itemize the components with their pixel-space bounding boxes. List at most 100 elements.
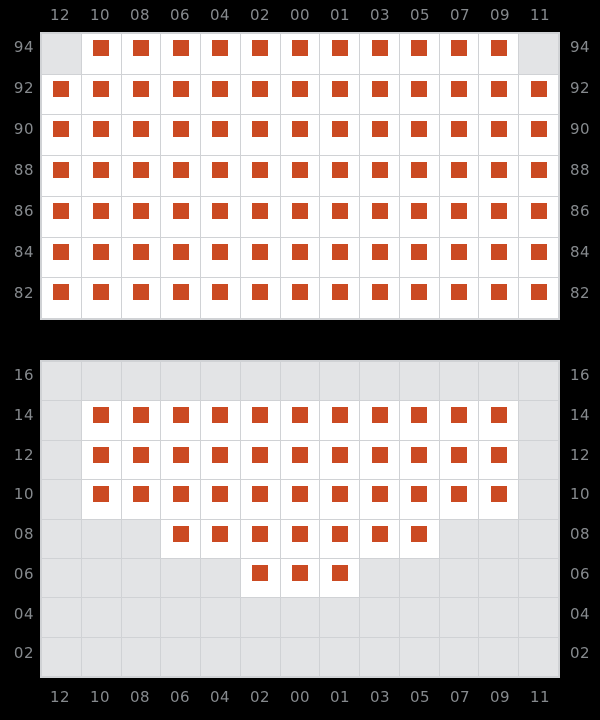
top-axis-tick: 01 <box>320 8 360 23</box>
heatmap-cell <box>42 156 81 196</box>
heatmap-cell <box>201 598 240 636</box>
heatmap-cell <box>360 238 399 278</box>
upper-left-axis-tick: 88 <box>2 163 34 178</box>
heatmap-cell <box>320 34 359 74</box>
top-axis-tick: 04 <box>200 8 240 23</box>
heatmap-cell <box>82 278 121 318</box>
heatmap-cell <box>519 156 558 196</box>
heatmap-cell <box>122 441 161 479</box>
lower-left-axis-tick: 06 <box>2 567 34 582</box>
heatmap-cell <box>122 156 161 196</box>
heatmap-cell <box>360 480 399 518</box>
heatmap-cell <box>519 115 558 155</box>
heatmap-cell <box>241 156 280 196</box>
lower-right-axis-tick: 16 <box>570 368 600 383</box>
heatmap-cell <box>161 34 200 74</box>
heatmap-cell <box>42 559 81 597</box>
heatmap-cell <box>320 520 359 558</box>
heatmap-cell <box>161 598 200 636</box>
heatmap-cell <box>82 480 121 518</box>
heatmap-cell <box>122 480 161 518</box>
top-axis-tick: 00 <box>280 8 320 23</box>
heatmap-cell <box>281 598 320 636</box>
heatmap-cell <box>440 34 479 74</box>
heatmap-cell <box>122 598 161 636</box>
heatmap-cell <box>400 115 439 155</box>
heatmap-cell <box>400 480 439 518</box>
heatmap-cell <box>400 238 439 278</box>
heatmap-cell <box>440 278 479 318</box>
heatmap-cell <box>241 75 280 115</box>
top-axis-tick: 02 <box>240 8 280 23</box>
heatmap-cell <box>281 441 320 479</box>
upper-right-axis-tick: 84 <box>570 245 600 260</box>
heatmap-cell <box>82 115 121 155</box>
heatmap-cell <box>281 559 320 597</box>
heatmap-cell <box>161 197 200 237</box>
heatmap-cell <box>161 480 200 518</box>
heatmap-cell <box>82 638 121 676</box>
heatmap-cell <box>360 638 399 676</box>
heatmap-cell <box>201 362 240 400</box>
heatmap-cell <box>400 197 439 237</box>
heatmap-cell <box>360 520 399 558</box>
heatmap-cell <box>122 197 161 237</box>
heatmap-cell <box>281 278 320 318</box>
heatmap-cell <box>320 441 359 479</box>
heatmap-cell <box>241 598 280 636</box>
heatmap-cell <box>281 156 320 196</box>
upper-left-axis-tick: 94 <box>2 40 34 55</box>
heatmap-cell <box>440 480 479 518</box>
lower-left-axis-tick: 02 <box>2 646 34 661</box>
heatmap-cell <box>320 480 359 518</box>
heatmap-cell <box>519 238 558 278</box>
lower-right-axis-tick: 12 <box>570 448 600 463</box>
upper-right-axis-tick: 90 <box>570 122 600 137</box>
heatmap-cell <box>360 115 399 155</box>
heatmap-cell <box>479 520 518 558</box>
heatmap-cell <box>360 401 399 439</box>
upper-right-axis-tick: 88 <box>570 163 600 178</box>
heatmap-cell <box>519 441 558 479</box>
heatmap-cell <box>360 75 399 115</box>
heatmap-cell <box>241 480 280 518</box>
heatmap-cell <box>360 362 399 400</box>
heatmap-cell <box>42 278 81 318</box>
heatmap-cell <box>479 598 518 636</box>
heatmap-cell <box>479 156 518 196</box>
bottom-axis-tick: 03 <box>360 690 400 705</box>
upper-right-axis-tick: 92 <box>570 81 600 96</box>
heatmap-cell <box>241 238 280 278</box>
heatmap-cell <box>400 156 439 196</box>
heatmap-cell <box>479 75 518 115</box>
heatmap-cell <box>201 115 240 155</box>
heatmap-cell <box>479 441 518 479</box>
heatmap-cell <box>400 598 439 636</box>
heatmap-cell <box>519 559 558 597</box>
heatmap-cell <box>320 115 359 155</box>
heatmap-cell <box>360 559 399 597</box>
heatmap-cell <box>122 115 161 155</box>
bottom-axis-tick: 00 <box>280 690 320 705</box>
heatmap-cell <box>360 34 399 74</box>
top-axis-tick: 09 <box>480 8 520 23</box>
heatmap-cell <box>360 441 399 479</box>
heatmap-cell <box>320 362 359 400</box>
heatmap-cell <box>201 480 240 518</box>
lower-left-axis-tick: 04 <box>2 607 34 622</box>
heatmap-cell <box>42 401 81 439</box>
heatmap-cell <box>241 362 280 400</box>
heatmap-cell <box>320 559 359 597</box>
heatmap-cell <box>479 401 518 439</box>
bottom-axis-tick: 08 <box>120 690 160 705</box>
heatmap-cell <box>440 520 479 558</box>
heatmap-cell <box>241 638 280 676</box>
heatmap-cell <box>400 638 439 676</box>
bottom-axis-tick: 01 <box>320 690 360 705</box>
heatmap-cell <box>281 401 320 439</box>
lower-right-axis-tick: 06 <box>570 567 600 582</box>
heatmap-cell <box>201 156 240 196</box>
heatmap-cell <box>519 197 558 237</box>
heatmap-cell <box>440 638 479 676</box>
heatmap-cell <box>479 559 518 597</box>
